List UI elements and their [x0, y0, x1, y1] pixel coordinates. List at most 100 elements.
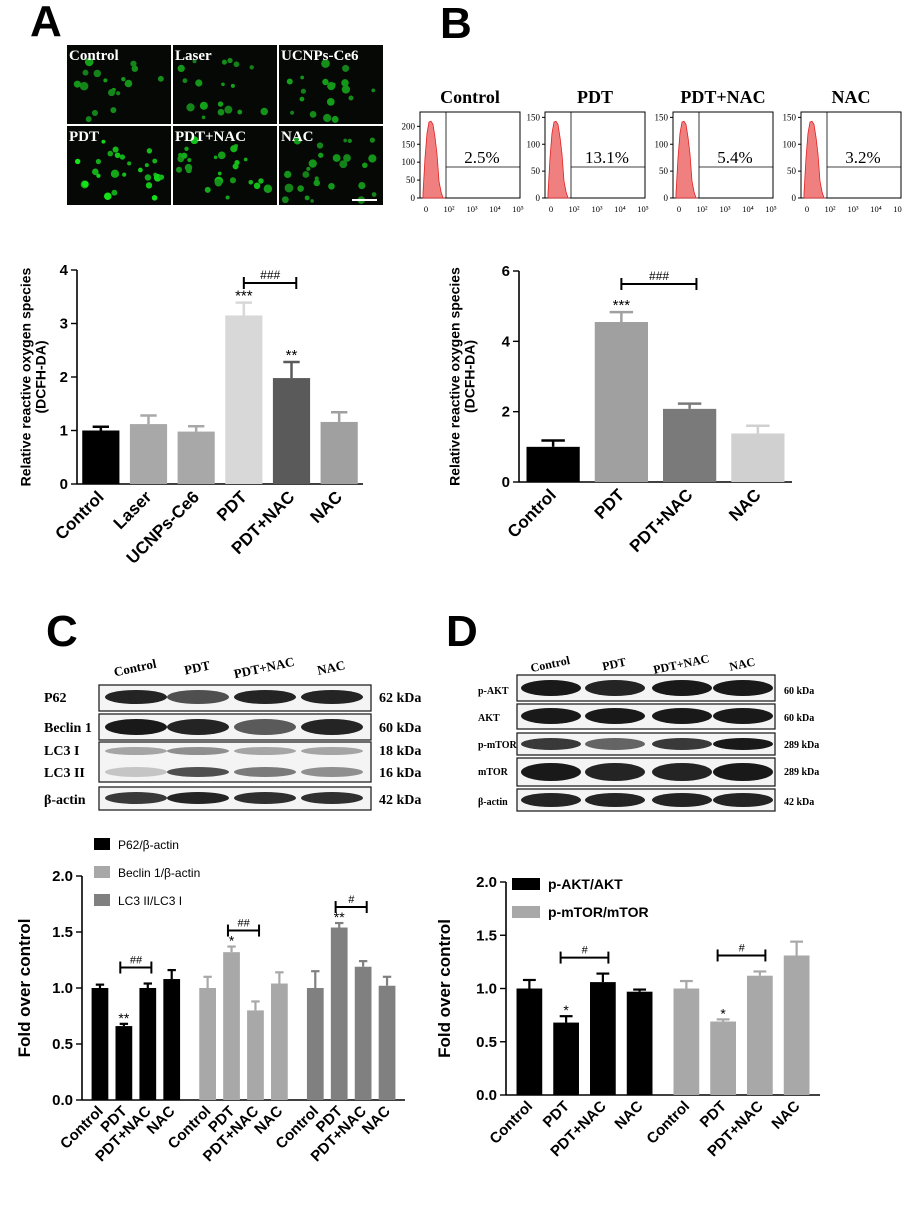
bar-p-mtor-mtor-pdt: [710, 1021, 736, 1095]
cell-dot: [300, 88, 307, 94]
cell-dot: [314, 176, 319, 181]
bar-beclin-1-actin-nac: [271, 983, 288, 1100]
blot-kda-label: 289 kDa: [784, 767, 819, 778]
cell-dot: [158, 174, 165, 180]
blot-band: [713, 708, 773, 724]
histogram-title-control: Control: [440, 87, 500, 107]
blot-row-label-p-mtor: p-mTOR: [478, 740, 517, 751]
cell-dot: [145, 182, 153, 189]
gate-percent: 13.1%: [585, 148, 629, 167]
histogram-xtick-label: 10⁴: [614, 204, 626, 214]
cell-dot: [85, 116, 92, 123]
blot-kda-label: 60 kDa: [784, 713, 814, 724]
bracket-label: ###: [649, 269, 669, 283]
cell-dot: [119, 154, 126, 160]
cell-dot: [190, 136, 199, 145]
histogram-ytick-label: 50: [531, 166, 541, 176]
bar-pdt: [594, 321, 648, 482]
significance-mark: ***: [235, 288, 253, 305]
cell-dot: [93, 69, 102, 78]
cell-dot: [221, 59, 227, 65]
cell-dot: [284, 170, 292, 179]
blot-band: [521, 738, 581, 750]
category-label-nac: NAC: [359, 1103, 394, 1138]
blot-band: [105, 792, 167, 804]
cell-dot: [347, 138, 352, 144]
significance-mark: *: [563, 1002, 569, 1018]
category-label-control: Control: [643, 1098, 693, 1148]
blot-band: [301, 747, 363, 755]
cell-dot: [371, 192, 377, 197]
cell-dot: [217, 171, 222, 176]
histogram-xtick-label: 0: [424, 204, 428, 214]
legend-label-beclin-1-actin: Beclin 1/β-actin: [118, 866, 200, 880]
lane-label-nac: NAC: [316, 657, 347, 678]
cell-dot: [177, 64, 185, 73]
blot-band: [521, 763, 581, 781]
micrograph-label: UCNPs-Ce6: [281, 48, 359, 64]
histogram-xtick-label: 10⁵: [893, 204, 902, 214]
histogram-peak: [675, 120, 698, 199]
histogram-ytick-label: 0: [664, 193, 669, 203]
histogram-xtick-label: 10²: [443, 204, 455, 214]
cell-dot: [290, 110, 295, 115]
micrograph-label: Control: [69, 48, 119, 64]
blot-row-label-actin: β-actin: [478, 797, 508, 808]
cell-dot: [321, 59, 330, 68]
cell-dot: [243, 157, 248, 162]
legend-swatch-beclin-1-actin: [94, 866, 110, 878]
blot-row-label-akt: AKT: [478, 713, 500, 724]
cell-dot: [369, 137, 376, 143]
cell-dot: [339, 160, 348, 169]
histogram-ytick-label: 50: [659, 166, 669, 176]
cell-dot: [362, 162, 368, 169]
cell-dot: [371, 88, 376, 93]
bar-beclin-1-actin-control: [199, 988, 216, 1100]
histogram-ytick-label: 150: [783, 112, 797, 122]
legend-swatch-p-mtor-mtor: [512, 906, 540, 918]
cell-dot: [322, 78, 329, 86]
y-tick-label: 2.0: [476, 874, 497, 891]
bar-control: [82, 430, 120, 484]
cell-dot: [110, 169, 120, 178]
histogram-frame: [419, 111, 521, 199]
cell-dot: [217, 108, 225, 116]
cell-dot: [300, 75, 305, 80]
panel-letter-d: D: [446, 607, 478, 656]
cell-dot: [358, 181, 366, 190]
blot-row-label-lc3-ii: LC3 II: [44, 766, 85, 781]
cell-dot: [230, 145, 238, 153]
histogram-ytick-label: 100: [402, 157, 416, 167]
blot-band: [521, 793, 581, 807]
histogram-peak: [422, 120, 445, 199]
category-label-control: Control: [51, 487, 107, 543]
cell-dot: [343, 138, 348, 143]
y-tick-label: 1.5: [52, 924, 73, 941]
y-tick-label: 2: [60, 369, 68, 386]
blot-row-label-beclin-1: Beclin 1: [44, 721, 92, 736]
cell-dot: [195, 79, 203, 87]
micrograph-label: PDT: [69, 129, 99, 145]
cell-dot: [230, 83, 235, 88]
cell-dot: [184, 146, 189, 151]
cell-dot: [157, 75, 164, 82]
category-label-pdt: PDT: [540, 1098, 573, 1131]
flow-cytometry-histograms: Control 0 50 100 150 200 0 10² 10³ 10⁴ 10⁵ 2.5% PDT 0…: [402, 87, 902, 214]
significance-mark: **: [286, 347, 298, 364]
cell-dot: [192, 59, 197, 64]
blot-band: [167, 719, 229, 735]
cell-dot: [79, 81, 89, 91]
y-tick-label: 3: [60, 316, 68, 333]
cell-dot: [92, 168, 99, 176]
bar-p-akt-akt-control: [516, 988, 543, 1095]
blot-band: [234, 747, 296, 755]
blot-row-label-actin: β-actin: [44, 793, 86, 808]
cell-dot: [299, 96, 305, 102]
cell-dot: [284, 183, 294, 193]
panel-letter-a: A: [30, 0, 62, 46]
bar-nac: [320, 421, 358, 484]
bracket-label: #: [738, 942, 745, 954]
histogram-peak: [803, 120, 826, 199]
legend-swatch-p-akt-akt: [512, 878, 540, 890]
